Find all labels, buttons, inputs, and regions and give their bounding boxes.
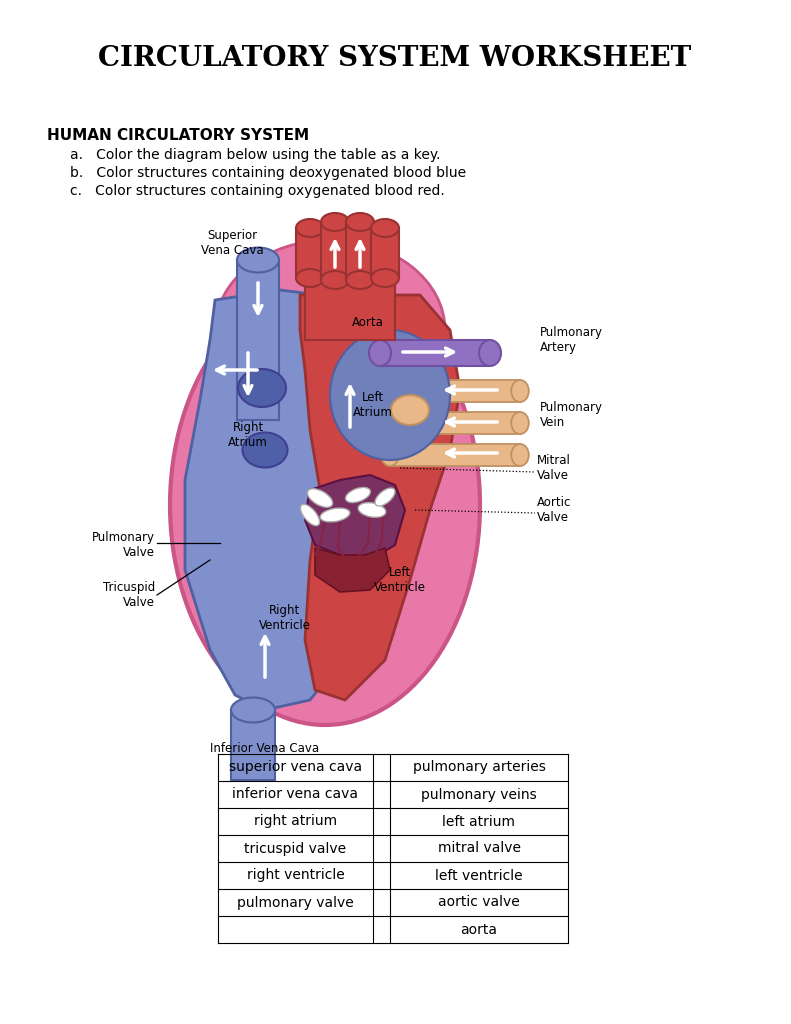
Ellipse shape — [238, 369, 286, 407]
Text: tricuspid valve: tricuspid valve — [244, 842, 346, 855]
Ellipse shape — [511, 412, 529, 434]
Text: pulmonary veins: pulmonary veins — [421, 787, 537, 802]
Bar — [296, 228, 324, 278]
Ellipse shape — [243, 432, 287, 468]
Bar — [321, 222, 349, 280]
Text: Right
Ventricle: Right Ventricle — [259, 604, 311, 632]
Ellipse shape — [358, 503, 386, 517]
Ellipse shape — [308, 488, 333, 507]
Ellipse shape — [381, 412, 399, 434]
Text: Pulmonary
Valve: Pulmonary Valve — [92, 531, 155, 559]
Ellipse shape — [231, 697, 275, 723]
Ellipse shape — [479, 340, 501, 366]
Ellipse shape — [296, 219, 324, 237]
Text: aortic valve: aortic valve — [438, 896, 520, 909]
Text: superior vena cava: superior vena cava — [229, 761, 362, 774]
Ellipse shape — [321, 271, 349, 289]
Polygon shape — [305, 475, 405, 560]
Text: CIRCULATORY SYSTEM WORKSHEET: CIRCULATORY SYSTEM WORKSHEET — [98, 44, 691, 72]
Bar — [390, 380, 520, 402]
Text: c.   Color structures containing oxygenated blood red.: c. Color structures containing oxygenate… — [70, 184, 445, 198]
Ellipse shape — [301, 505, 320, 525]
Ellipse shape — [215, 240, 445, 420]
Polygon shape — [185, 290, 410, 710]
Text: right ventricle: right ventricle — [247, 868, 344, 883]
Ellipse shape — [369, 340, 391, 366]
Text: inferior vena cava: inferior vena cava — [233, 787, 358, 802]
Ellipse shape — [391, 395, 429, 425]
Ellipse shape — [381, 444, 399, 466]
Polygon shape — [315, 548, 390, 592]
Ellipse shape — [321, 213, 349, 231]
Bar — [380, 340, 490, 366]
Text: Aorta: Aorta — [352, 315, 384, 329]
Ellipse shape — [371, 219, 399, 237]
Text: Left
Atrium: Left Atrium — [353, 391, 393, 419]
Text: Inferior Vena Cava: Inferior Vena Cava — [210, 742, 320, 755]
Bar — [237, 260, 279, 420]
Ellipse shape — [320, 508, 350, 522]
Text: right atrium: right atrium — [254, 814, 337, 828]
Ellipse shape — [346, 487, 370, 503]
Ellipse shape — [346, 213, 374, 231]
Bar — [390, 444, 520, 466]
Text: pulmonary arteries: pulmonary arteries — [413, 761, 546, 774]
Text: Right
Atrium: Right Atrium — [228, 421, 268, 449]
Text: a.   Color the diagram below using the table as a key.: a. Color the diagram below using the tab… — [70, 148, 441, 162]
Ellipse shape — [296, 269, 324, 287]
Ellipse shape — [346, 271, 374, 289]
Bar — [305, 260, 395, 340]
Text: b.   Color structures containing deoxygenated blood blue: b. Color structures containing deoxygena… — [70, 166, 466, 180]
Text: Tricuspid
Valve: Tricuspid Valve — [103, 581, 155, 609]
Ellipse shape — [511, 380, 529, 402]
Bar — [390, 412, 520, 434]
Text: Superior
Vena Cava: Superior Vena Cava — [201, 229, 263, 257]
Text: Left
Ventricle: Left Ventricle — [374, 566, 426, 594]
Bar — [371, 228, 399, 278]
Text: left ventricle: left ventricle — [435, 868, 523, 883]
Ellipse shape — [381, 380, 399, 402]
Text: HUMAN CIRCULATORY SYSTEM: HUMAN CIRCULATORY SYSTEM — [47, 128, 309, 142]
Ellipse shape — [237, 248, 279, 272]
Ellipse shape — [305, 240, 395, 280]
Text: mitral valve: mitral valve — [437, 842, 520, 855]
Ellipse shape — [330, 330, 450, 460]
Ellipse shape — [511, 444, 529, 466]
Text: Pulmonary
Artery: Pulmonary Artery — [540, 326, 603, 354]
Polygon shape — [300, 295, 460, 700]
Text: left atrium: left atrium — [442, 814, 516, 828]
Ellipse shape — [170, 285, 480, 725]
Ellipse shape — [371, 269, 399, 287]
Text: Aortic
Valve: Aortic Valve — [537, 496, 571, 524]
Bar — [231, 710, 275, 780]
Text: Mitral
Valve: Mitral Valve — [537, 454, 571, 482]
Text: pulmonary valve: pulmonary valve — [237, 896, 354, 909]
Bar — [346, 222, 374, 280]
Text: aorta: aorta — [460, 923, 498, 937]
Text: Pulmonary
Vein: Pulmonary Vein — [540, 401, 603, 429]
Ellipse shape — [375, 488, 395, 506]
